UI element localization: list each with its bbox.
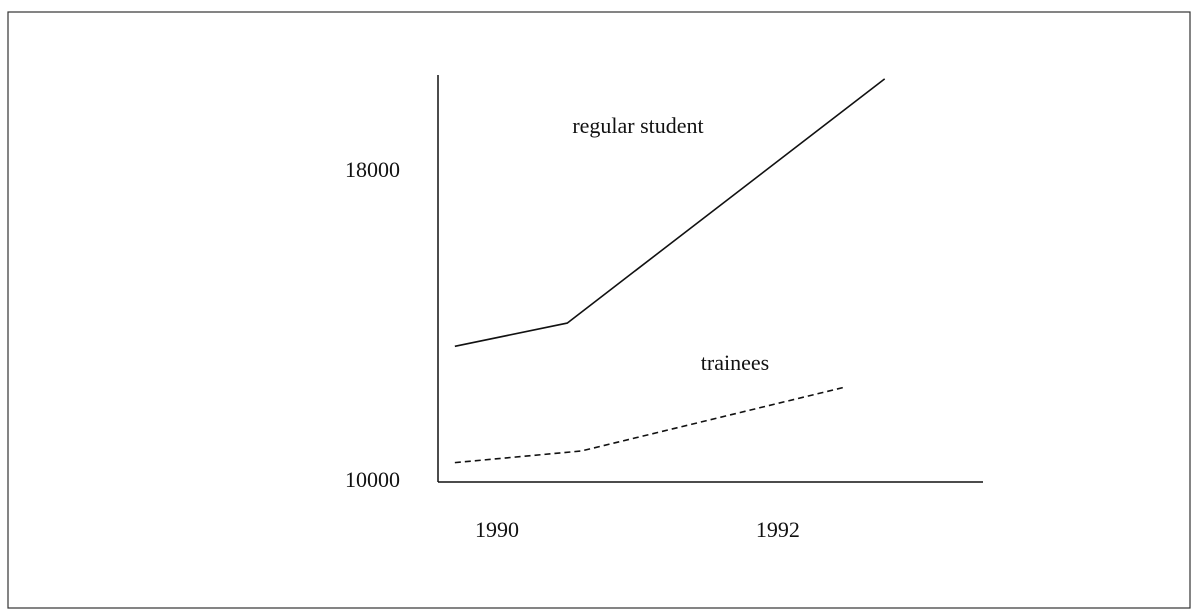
series-line [454,78,886,348]
y-tick-label: 18000 [345,157,400,182]
x-tick-label: 1990 [475,517,519,542]
series-label: regular student [572,113,703,138]
x-tick-label: 1992 [756,517,800,542]
series-line [454,386,846,464]
frame [7,11,1191,609]
y-tick-label: 10000 [345,467,400,492]
series-label: trainees [701,350,769,375]
